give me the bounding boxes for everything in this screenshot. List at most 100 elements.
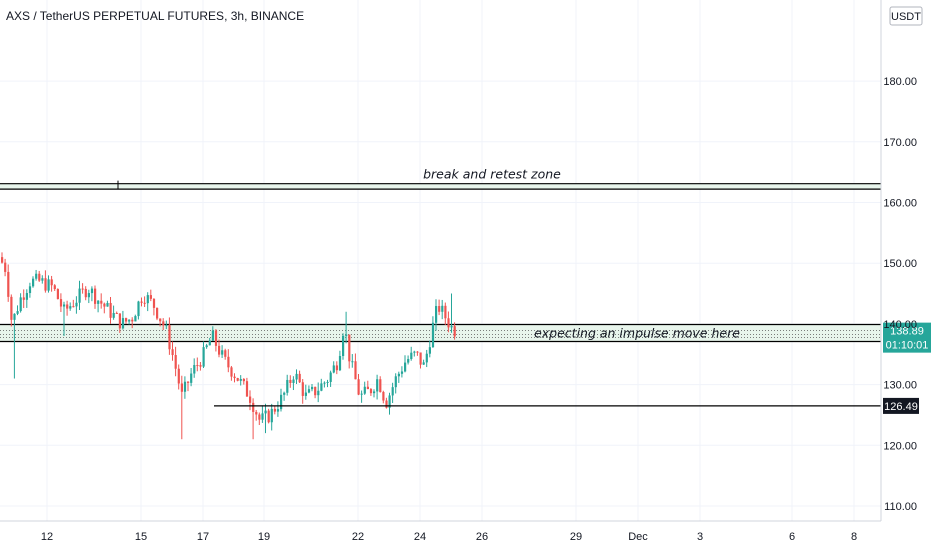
y-tick-label: 180.00 xyxy=(883,76,917,88)
candle xyxy=(441,299,444,320)
candle xyxy=(208,337,211,346)
candle-body xyxy=(103,303,106,307)
candle xyxy=(131,317,134,329)
candle-body xyxy=(156,307,159,319)
zone-label: break and retest zone xyxy=(423,167,561,182)
candle-body xyxy=(332,365,335,373)
candle xyxy=(453,322,456,340)
candle xyxy=(326,379,329,388)
candle-body xyxy=(447,318,450,328)
candle xyxy=(214,329,218,352)
candle xyxy=(171,341,174,361)
candle xyxy=(38,270,41,282)
candle xyxy=(180,375,183,440)
candle xyxy=(146,292,149,312)
candle-body xyxy=(140,301,143,303)
candle xyxy=(84,286,87,301)
candle xyxy=(323,381,326,388)
candle-body xyxy=(410,352,413,360)
candle xyxy=(261,405,264,423)
candle xyxy=(152,298,156,316)
candle xyxy=(249,390,252,411)
candle xyxy=(354,353,357,380)
candle-body xyxy=(304,392,307,396)
candle xyxy=(444,302,447,325)
candle-body xyxy=(441,305,444,312)
candle xyxy=(121,310,125,330)
candle xyxy=(109,296,112,324)
candle xyxy=(205,343,208,349)
candle xyxy=(280,388,283,412)
candle xyxy=(258,412,261,426)
candle xyxy=(137,300,140,320)
currency-button[interactable]: USDT xyxy=(889,6,923,26)
candle xyxy=(190,367,193,387)
candle xyxy=(134,314,137,322)
candle-body xyxy=(252,402,255,412)
candle-body xyxy=(376,379,379,392)
candle xyxy=(407,355,410,365)
candle-body xyxy=(307,389,311,393)
candle-body xyxy=(338,356,342,371)
candle xyxy=(168,317,171,355)
candle xyxy=(103,302,106,314)
x-tick-label: 3 xyxy=(697,531,703,543)
candle-body xyxy=(94,288,97,304)
impulse-zone[interactable]: expecting an impulse move here xyxy=(0,323,881,343)
candle xyxy=(267,408,270,424)
candle-body xyxy=(230,367,233,377)
last-price-countdown: 01:10:01 xyxy=(886,340,929,352)
candle xyxy=(298,370,301,383)
candle xyxy=(419,352,422,369)
support-tag-text: 126.49 xyxy=(884,401,918,413)
candle xyxy=(413,350,416,357)
candle-body xyxy=(134,316,137,322)
candle-body xyxy=(286,379,289,393)
candle xyxy=(292,376,295,391)
candle-body xyxy=(109,302,112,318)
candle-body xyxy=(165,325,168,327)
candle xyxy=(32,276,35,288)
candle-body xyxy=(159,318,162,322)
candle-body xyxy=(28,286,32,294)
candle-body xyxy=(329,372,332,382)
break-retest-zone[interactable]: break and retest zone xyxy=(0,167,881,190)
candle-body xyxy=(125,318,128,322)
candle xyxy=(332,361,335,374)
candle xyxy=(438,299,441,316)
candle-body xyxy=(13,313,16,320)
candle-body xyxy=(35,273,38,279)
candle xyxy=(394,373,397,394)
candle xyxy=(174,346,177,377)
candle-body xyxy=(261,413,264,420)
candle-body xyxy=(428,347,431,354)
candle-body xyxy=(385,400,388,408)
candle-body xyxy=(174,355,177,369)
candle xyxy=(75,296,78,314)
candle-body xyxy=(242,378,245,382)
candle xyxy=(224,348,227,360)
candle-body xyxy=(233,376,236,379)
candle xyxy=(289,375,292,388)
candle-body xyxy=(214,330,218,346)
candle xyxy=(252,398,255,440)
chart-axes: 110.00 120.00 130.00 140.00 150.00 160.00 170.… xyxy=(0,0,917,543)
candle xyxy=(233,373,236,383)
zone-fill xyxy=(0,183,881,190)
candle xyxy=(97,299,100,313)
support-price-tag: 126.49 xyxy=(883,397,919,414)
candle-body xyxy=(366,386,369,390)
candle-body xyxy=(72,306,75,308)
candle xyxy=(388,392,391,415)
candle xyxy=(410,346,413,361)
candle-body xyxy=(208,340,211,346)
candle xyxy=(177,364,180,390)
candle-body xyxy=(7,271,10,297)
candle-body xyxy=(276,409,280,412)
candle xyxy=(44,270,47,293)
candle xyxy=(301,379,304,404)
candle xyxy=(69,302,72,311)
candle xyxy=(118,313,121,333)
